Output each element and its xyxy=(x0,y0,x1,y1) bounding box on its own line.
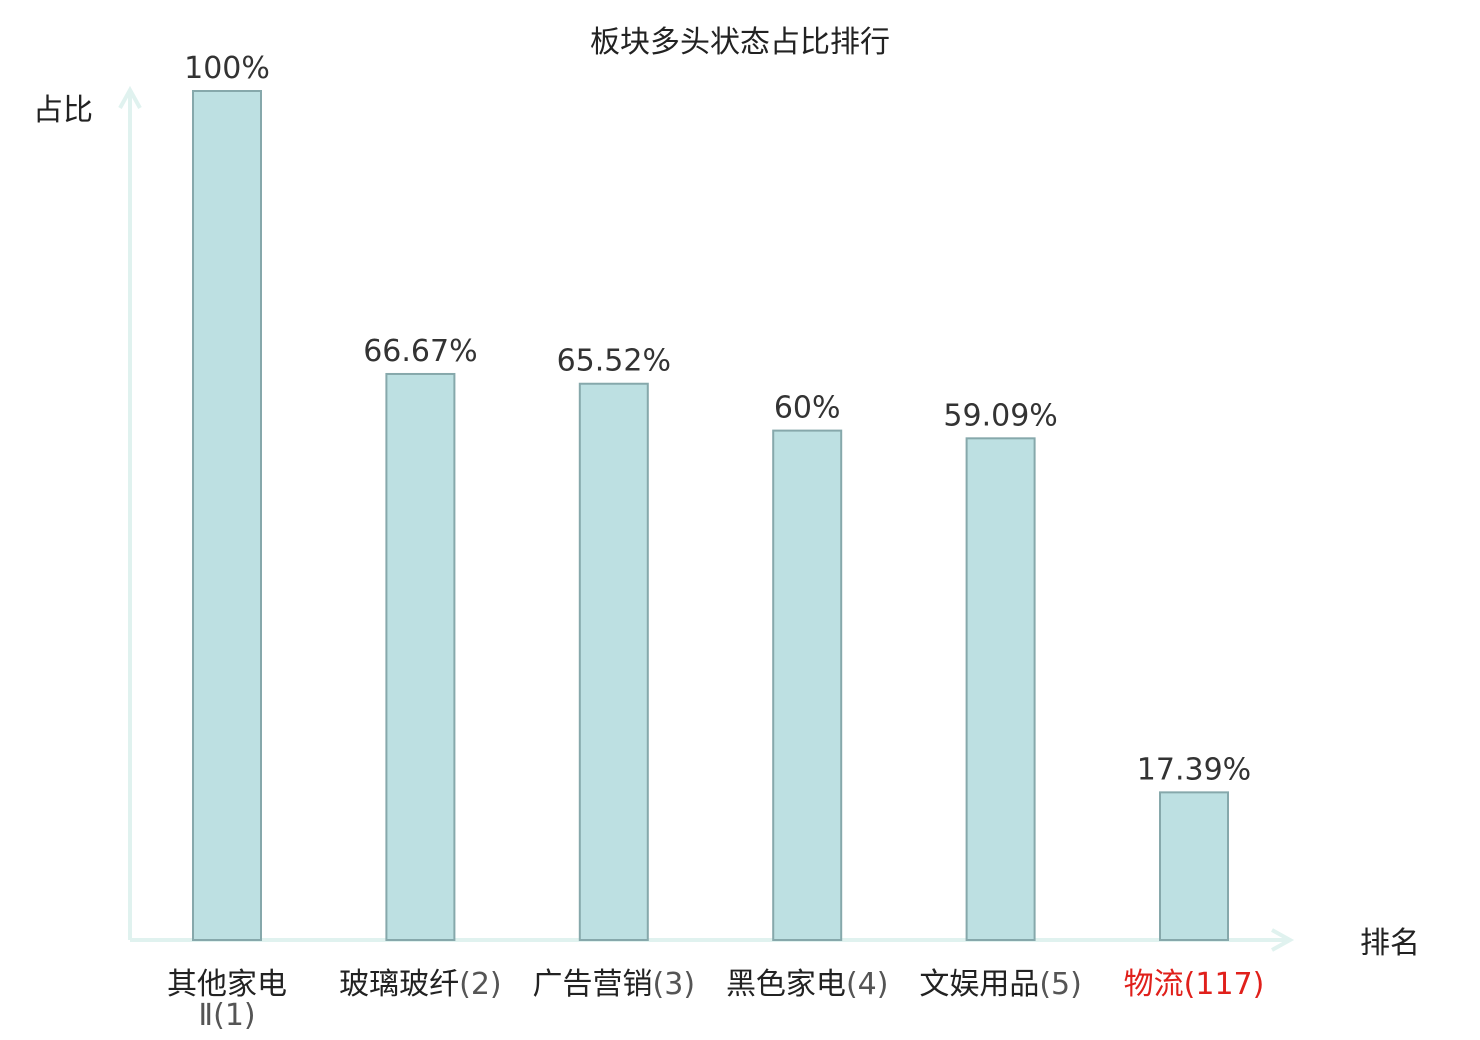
category-name-2: 玻璃玻纤 xyxy=(339,967,459,1002)
category-name-3: 广告营销 xyxy=(533,967,653,1002)
bar-3 xyxy=(578,382,649,941)
category-rank-1: Ⅱ(1) xyxy=(198,998,255,1033)
category-label-2: 玻璃玻纤(2) xyxy=(339,967,502,1002)
bar-4 xyxy=(772,429,843,941)
category-name-4: 黑色家电 xyxy=(726,967,846,1002)
y-axis-arrow-icon xyxy=(118,85,142,109)
bar-6 xyxy=(1159,791,1229,941)
x-axis-arrow-icon xyxy=(1271,928,1295,952)
bar-5 xyxy=(965,437,1036,941)
category-rank-4: (4) xyxy=(846,967,889,1002)
category-rank-2: (2) xyxy=(459,967,502,1002)
y-axis-label: 占比 xyxy=(33,93,93,128)
category-rank-3: (3) xyxy=(653,967,696,1002)
x-axis-label: 排名 xyxy=(1360,926,1420,961)
value-label-6: 17.39% xyxy=(1137,752,1251,787)
bar-1 xyxy=(192,90,262,941)
bar-2 xyxy=(385,372,456,942)
category-label-4: 黑色家电(4) xyxy=(726,967,889,1002)
chart-title: 板块多头状态占比排行 xyxy=(590,25,890,60)
category-rank-5: (5) xyxy=(1039,967,1082,1002)
category-label-5: 文娱用品(5) xyxy=(919,967,1082,1002)
category-label-1: 其他家电 xyxy=(167,967,287,1002)
category-name-6: 物流 xyxy=(1124,967,1184,1002)
category-rank-6: (117) xyxy=(1184,967,1265,1002)
category-label-3: 广告营销(3) xyxy=(533,967,696,1002)
category-label-6: 物流(117) xyxy=(1124,967,1265,1002)
category-name-5: 文娱用品 xyxy=(919,967,1039,1002)
value-label-3: 65.52% xyxy=(557,344,671,379)
value-label-2: 66.67% xyxy=(363,334,477,369)
value-label-1: 100% xyxy=(184,51,270,86)
value-label-5: 59.09% xyxy=(943,398,1057,433)
value-label-4: 60% xyxy=(774,391,841,426)
